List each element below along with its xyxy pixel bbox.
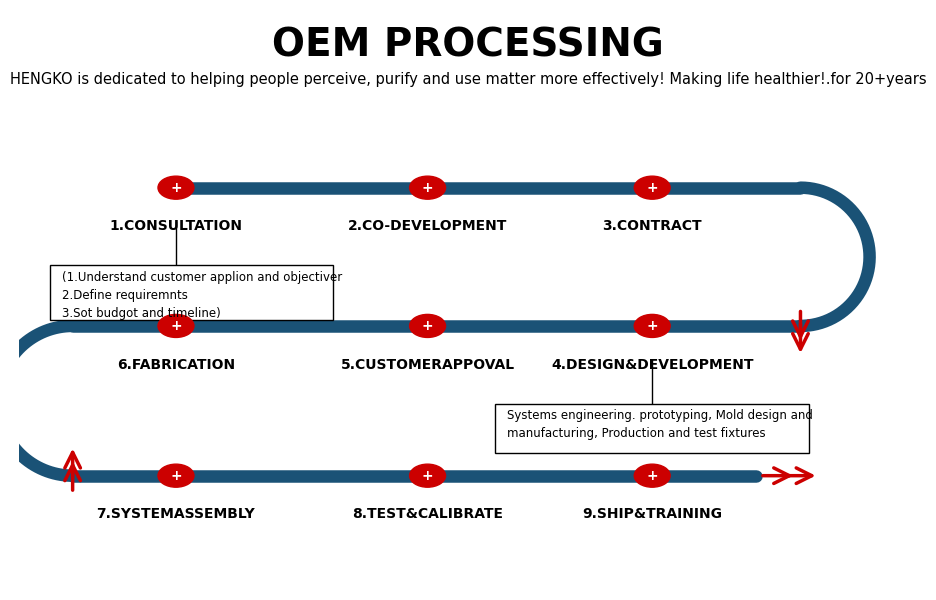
- Circle shape: [158, 464, 194, 487]
- Text: 7.SYSTEMASSEMBLY: 7.SYSTEMASSEMBLY: [96, 508, 256, 521]
- Circle shape: [635, 464, 670, 487]
- Text: +: +: [647, 181, 658, 194]
- Text: +: +: [647, 469, 658, 482]
- Text: Systems engineering. prototyping, Mold design and
manufacturing, Production and : Systems engineering. prototyping, Mold d…: [506, 409, 812, 440]
- Text: OEM PROCESSING: OEM PROCESSING: [272, 26, 664, 64]
- Circle shape: [410, 314, 446, 337]
- FancyBboxPatch shape: [51, 265, 333, 320]
- Circle shape: [158, 176, 194, 199]
- Circle shape: [410, 464, 446, 487]
- Circle shape: [410, 176, 446, 199]
- Text: +: +: [422, 181, 433, 194]
- Text: 3.CONTRACT: 3.CONTRACT: [603, 220, 702, 233]
- Text: +: +: [170, 181, 182, 194]
- Circle shape: [635, 314, 670, 337]
- Text: HENGKO is dedicated to helping people perceive, purify and use matter more effec: HENGKO is dedicated to helping people pe…: [9, 73, 927, 88]
- Text: 8.TEST&CALIBRATE: 8.TEST&CALIBRATE: [352, 508, 503, 521]
- Text: (1.Understand customer applion and objectiver
2.Define requiremnts
3.Sot budgot : (1.Understand customer applion and objec…: [62, 271, 342, 320]
- Text: +: +: [422, 469, 433, 482]
- Text: +: +: [647, 319, 658, 333]
- Text: +: +: [422, 319, 433, 333]
- Text: 1.CONSULTATION: 1.CONSULTATION: [110, 220, 242, 233]
- Circle shape: [158, 314, 194, 337]
- Text: 5.CUSTOMERAPPOVAL: 5.CUSTOMERAPPOVAL: [341, 358, 515, 371]
- Text: 2.CO-DEVELOPMENT: 2.CO-DEVELOPMENT: [348, 220, 507, 233]
- Text: 4.DESIGN&DEVELOPMENT: 4.DESIGN&DEVELOPMENT: [551, 358, 753, 371]
- Text: 9.SHIP&TRAINING: 9.SHIP&TRAINING: [582, 508, 723, 521]
- Circle shape: [635, 176, 670, 199]
- Text: 6.FABRICATION: 6.FABRICATION: [117, 358, 235, 371]
- FancyBboxPatch shape: [495, 404, 810, 452]
- Text: +: +: [170, 469, 182, 482]
- Text: +: +: [170, 319, 182, 333]
